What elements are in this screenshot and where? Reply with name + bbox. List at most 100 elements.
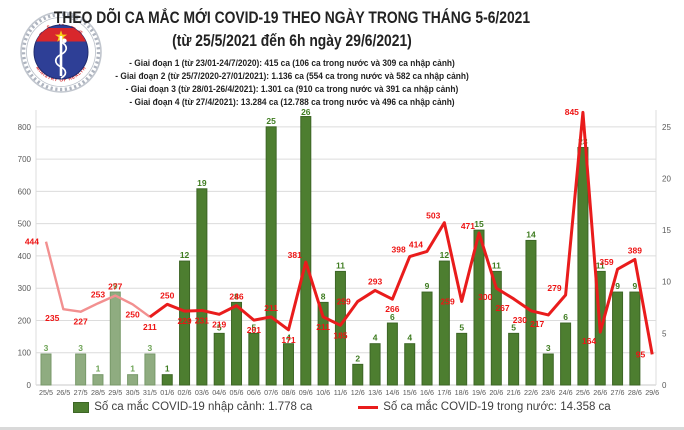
imported-cases-bar (317, 301, 329, 386)
line-value-label: 217 (530, 319, 544, 329)
line-value-label: 230 (513, 315, 527, 325)
x-axis-label: 13/6 (368, 388, 382, 397)
chart-legend: Số ca mắc COVID-19 nhập cảnh: 1.778 ca S… (0, 401, 684, 413)
bar-value-label: 3 (78, 343, 83, 353)
imported-cases-bar (577, 146, 589, 386)
line-value-label: 845 (565, 107, 579, 117)
x-axis-label: 22/6 (524, 388, 538, 397)
line-value-label: 279 (547, 283, 561, 293)
bar-value-label: 2 (355, 353, 360, 363)
x-axis-label: 28/6 (628, 388, 642, 397)
legend-domestic-label: Số ca mắc COVID-19 trong nước: 14.358 ca (383, 401, 611, 413)
x-axis-label: 31/5 (143, 388, 157, 397)
x-axis-label: 09/6 (299, 388, 313, 397)
imported-cases-bar (421, 291, 433, 386)
bar-value-label: 5 (251, 322, 256, 332)
bottom-divider (0, 427, 684, 430)
ministry-of-health-logo: BỘ Y TẾ MINISTRY OF HEALTH (20, 11, 102, 93)
x-axis-label: 26/5 (56, 388, 70, 397)
imported-cases-bar (404, 343, 416, 386)
line-value-label: 471 (461, 221, 475, 231)
line-value-label: 219 (212, 319, 226, 329)
x-axis-label: 20/6 (489, 388, 503, 397)
bar-value-label: 4 (407, 333, 412, 343)
imported-cases-bar (612, 291, 624, 386)
line-value-label: 444 (25, 237, 39, 247)
imported-cases-bar (92, 374, 104, 386)
x-axis-label: 29/6 (645, 388, 659, 397)
bar-value-label: 19 (197, 178, 207, 188)
imported-cases-bar (473, 229, 485, 386)
x-axis-label: 14/6 (385, 388, 399, 397)
x-axis-label: 27/6 (611, 388, 625, 397)
imported-cases-bar (508, 332, 520, 386)
line-value-label: 185 (333, 330, 347, 340)
line-value-label: 250 (160, 290, 174, 300)
line-value-label: 211 (143, 322, 157, 332)
right-axis-tick-label: 25 (662, 123, 671, 132)
domestic-line-june (149, 110, 654, 355)
imported-cases-bar (161, 374, 173, 386)
logo-snake-icon (54, 41, 68, 79)
imported-cases-bar (40, 353, 52, 386)
phase-3-summary: - Giai đoạn 3 (từ 28/01-26/4/2021): 1.30… (125, 84, 459, 95)
bar-value-label: 4 (286, 333, 291, 343)
line-value-label: 231 (195, 315, 209, 325)
line-value-label: 211 (316, 322, 330, 332)
bar-value-label: 9 (113, 281, 118, 291)
left-axis-tick-label: 700 (18, 155, 32, 164)
imported-cases-bar (386, 322, 398, 386)
bar-value-label: 3 (546, 343, 551, 353)
x-axis-label: 29/5 (108, 388, 122, 397)
bar-value-label: 1 (130, 364, 135, 374)
x-axis-label: 25/6 (576, 388, 590, 397)
x-axis-label: 17/6 (437, 388, 451, 397)
bar-value-label: 25 (266, 116, 276, 126)
x-axis-label: 28/5 (91, 388, 105, 397)
left-axis-tick-label: 600 (18, 187, 32, 196)
right-axis-tick-label: 15 (662, 226, 671, 235)
left-axis-tick-label: 500 (18, 220, 32, 229)
bar-value-label: 8 (321, 291, 326, 301)
bar-value-label: 9 (425, 281, 430, 291)
left-axis-tick-label: 800 (18, 123, 32, 132)
x-axis-label: 04/6 (212, 388, 226, 397)
legend-domestic-cases: Số ca mắc COVID-19 trong nước: 14.358 ca (358, 401, 611, 413)
page-subtitle: (từ 25/5/2021 đến 6h ngày 29/6/2021) (172, 32, 412, 50)
bar-value-label: 6 (390, 312, 395, 322)
imported-cases-bar (300, 116, 312, 386)
phase-4-summary: - Giai đoạn 4 (từ 27/4/2021): 13.284 ca … (129, 97, 455, 108)
x-axis-label: 07/6 (264, 388, 278, 397)
bar-value-label: 6 (563, 312, 568, 322)
imported-cases-bar (334, 270, 346, 386)
bar-value-label: 5 (459, 322, 464, 332)
line-value-label: 398 (392, 245, 406, 255)
red-line-swatch-icon (358, 405, 379, 409)
imported-cases-bar (231, 301, 243, 386)
x-axis-label: 06/6 (247, 388, 261, 397)
line-value-label: 381 (288, 250, 302, 260)
x-axis-label: 21/6 (507, 388, 521, 397)
bar-value-label: 1 (165, 364, 170, 374)
bar-value-label: 5 (511, 322, 516, 332)
line-value-label: 503 (426, 211, 440, 221)
imported-cases-bar (144, 353, 156, 386)
line-value-label: 164 (582, 336, 596, 346)
x-axis-label: 03/6 (195, 388, 209, 397)
left-axis-tick-label: 200 (18, 316, 32, 325)
line-value-label: 414 (409, 239, 423, 249)
imported-cases-bar (196, 188, 208, 386)
bar-value-label: 26 (301, 107, 311, 117)
x-axis-label: 05/6 (230, 388, 244, 397)
bar-value-label: 4 (373, 333, 378, 343)
x-axis-label: 23/6 (541, 388, 555, 397)
line-value-label: 267 (495, 303, 509, 313)
line-value-label: 359 (599, 257, 613, 267)
right-axis-tick-label: 10 (662, 278, 671, 287)
phase-2-summary: - Giai đoạn 2 (từ 25/7/2020-27/01/2021):… (115, 71, 469, 82)
bar-value-label: 11 (492, 260, 501, 270)
bar-value-label: 11 (596, 260, 605, 270)
imported-cases-bar (490, 270, 502, 386)
green-bar-swatch-icon (73, 401, 90, 413)
